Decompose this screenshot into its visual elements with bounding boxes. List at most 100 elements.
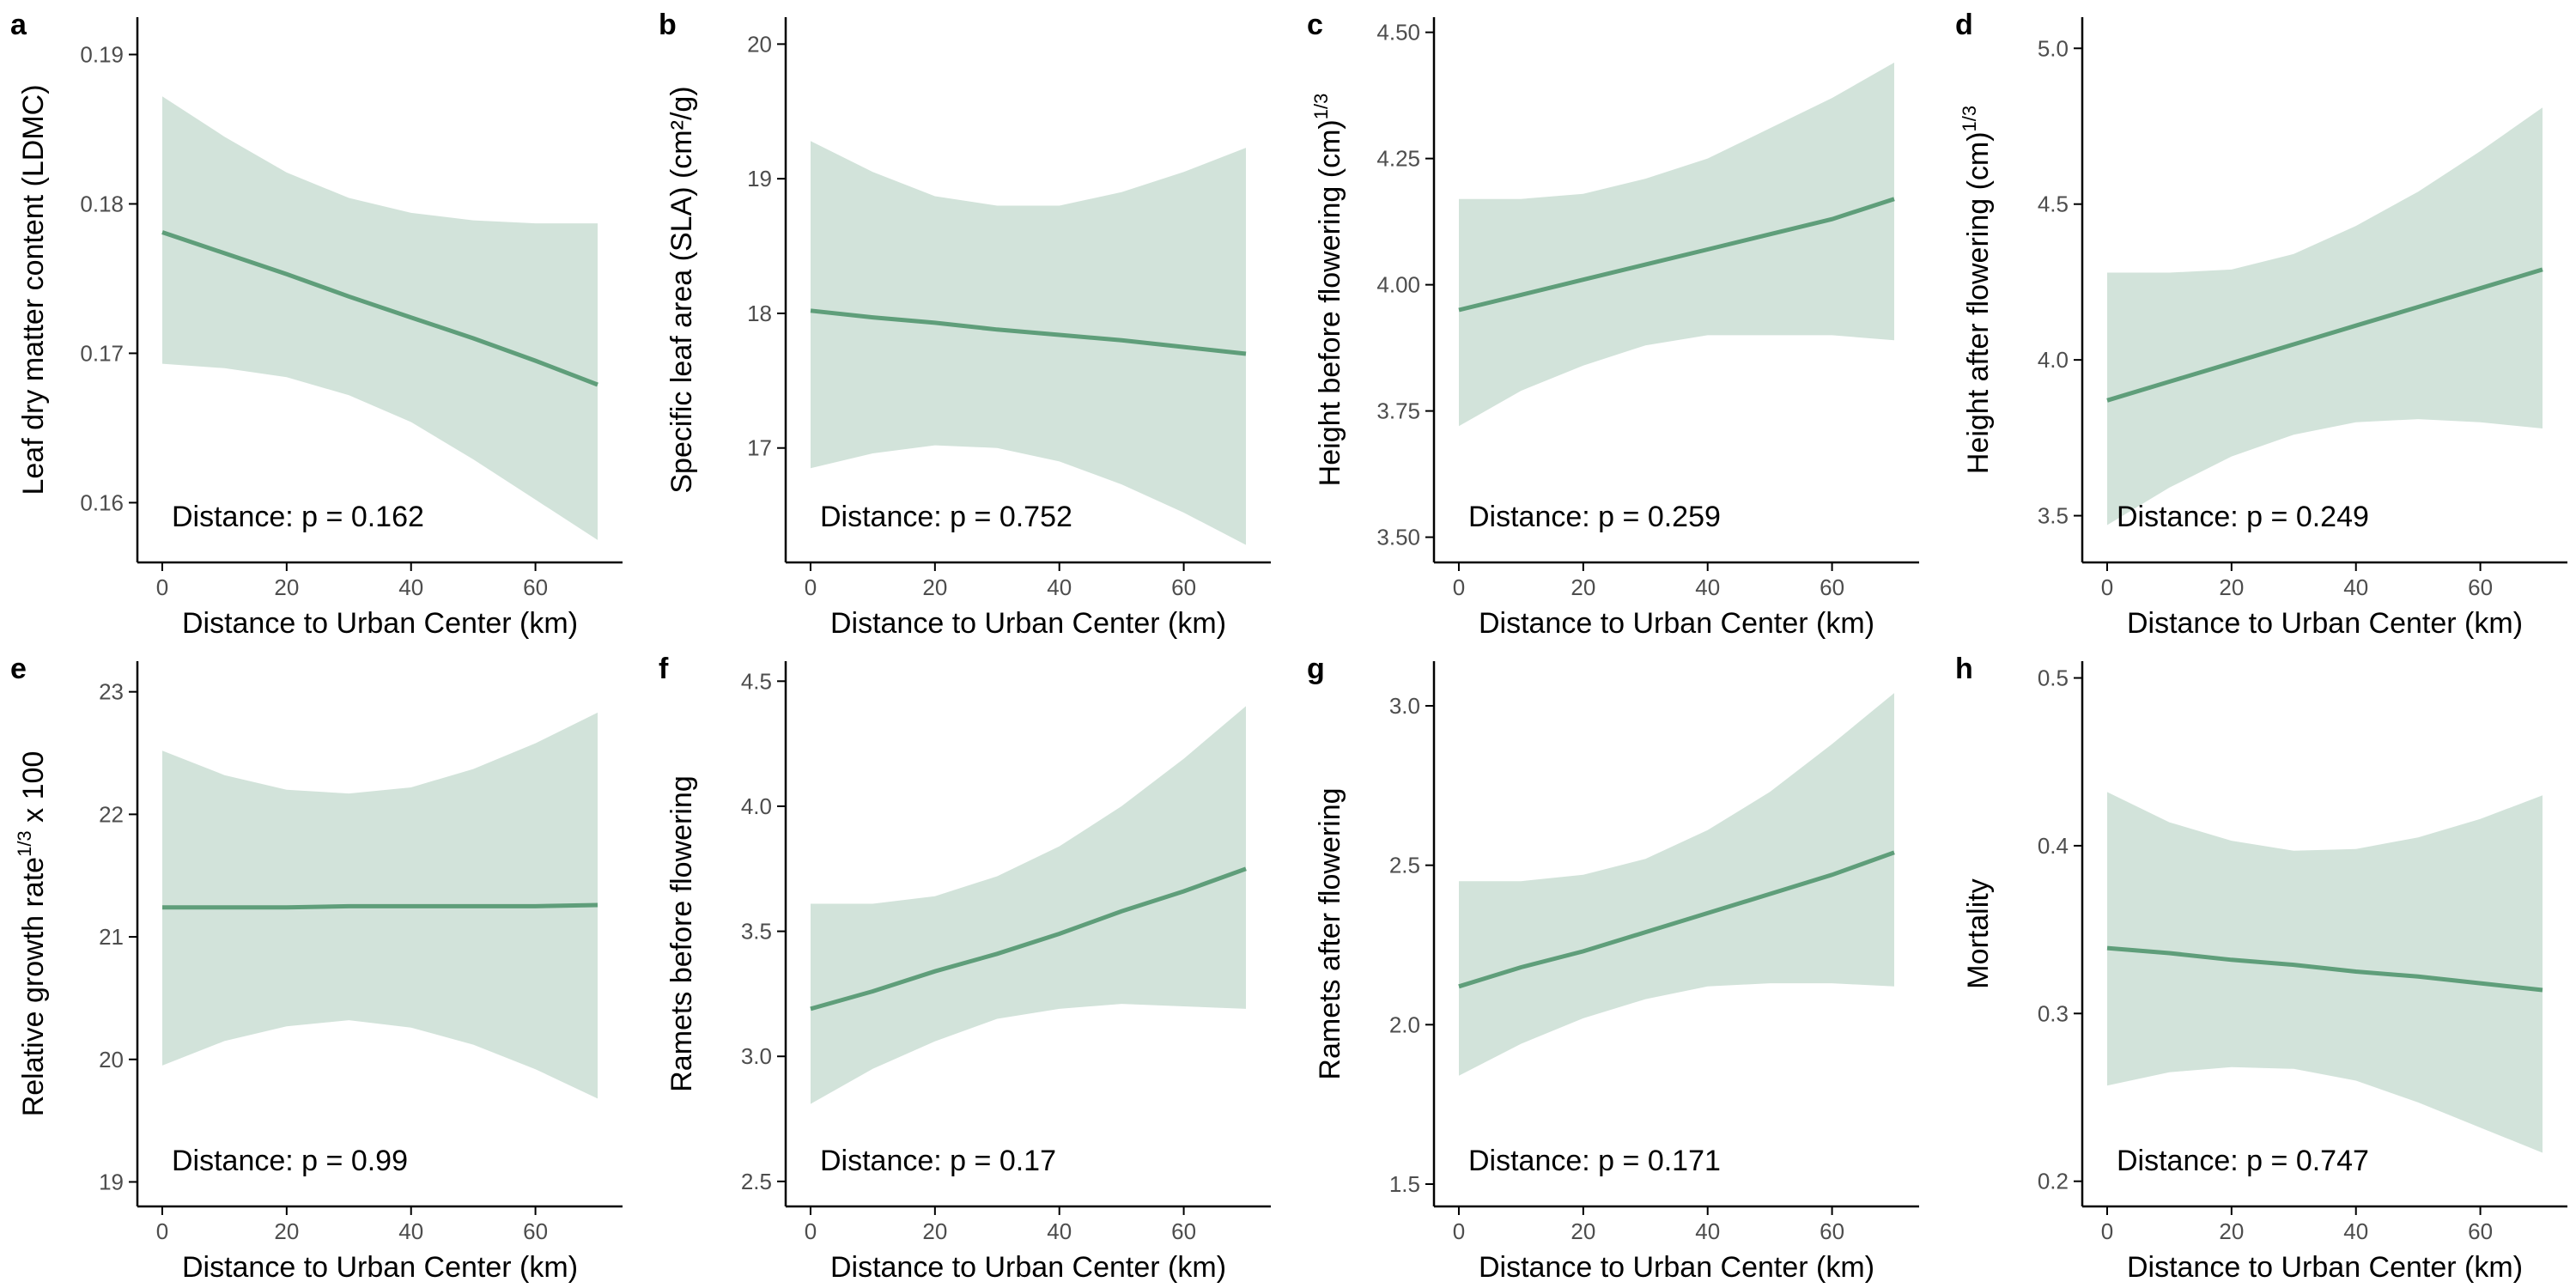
x-tick-label: 20 bbox=[2219, 574, 2244, 600]
panel-label: f bbox=[659, 653, 669, 685]
confidence-band bbox=[811, 706, 1246, 1104]
panel-label: e bbox=[10, 653, 27, 685]
x-tick-label: 40 bbox=[1695, 1218, 1720, 1244]
p-value-annotation: Distance: p = 0.162 bbox=[172, 501, 424, 533]
x-tick-label: 0 bbox=[156, 574, 168, 600]
x-tick-label: 60 bbox=[523, 574, 548, 600]
panel-label: b bbox=[659, 9, 677, 41]
y-tick-label: 20 bbox=[99, 1047, 124, 1072]
y-axis-label: Ramets after flowering bbox=[1314, 787, 1346, 1079]
x-tick-label: 20 bbox=[2219, 1218, 2244, 1244]
y-tick-label: 22 bbox=[99, 801, 124, 827]
panel-g: 0 20 40 60 1.5 2.0 2.5 3.0 Distance to Urban Cen… bbox=[1307, 653, 1919, 1284]
confidence-band bbox=[1459, 693, 1894, 1076]
x-tick-label: 0 bbox=[156, 1218, 168, 1244]
y-tick-label: 20 bbox=[747, 31, 772, 57]
panel-a: 0 20 40 60 0.16 0.17 0.18 0.19 Distance to Urban… bbox=[10, 9, 623, 640]
y-axis-label: Height before flowering (cm)1/3 bbox=[1310, 94, 1346, 487]
y-tick-label: 3.5 bbox=[741, 919, 772, 945]
confidence-band bbox=[811, 141, 1246, 545]
y-tick-label: 0.5 bbox=[2038, 665, 2069, 691]
y-tick-label: 19 bbox=[747, 166, 772, 191]
x-tick-label: 40 bbox=[2343, 574, 2368, 600]
x-tick-label: 60 bbox=[523, 1218, 548, 1244]
y-tick-label: 4.5 bbox=[2038, 191, 2069, 217]
confidence-band bbox=[2107, 792, 2543, 1153]
x-tick-label: 60 bbox=[2468, 574, 2493, 600]
p-value-annotation: Distance: p = 0.752 bbox=[820, 501, 1072, 533]
y-tick-label: 4.00 bbox=[1376, 272, 1420, 298]
x-tick-label: 20 bbox=[274, 574, 299, 600]
y-axis-label: Mortality bbox=[1962, 878, 1995, 988]
x-tick-label: 40 bbox=[1695, 574, 1720, 600]
panel-d: 0 20 40 60 3.5 4.0 4.5 5.0 Distance to Urban Cen… bbox=[1955, 9, 2567, 640]
p-value-annotation: Distance: p = 0.259 bbox=[1468, 501, 1721, 533]
panel-e: 0 20 40 60 19 20 21 22 23 Distance to Urban Cente… bbox=[10, 653, 623, 1284]
x-tick-label: 20 bbox=[1571, 1218, 1595, 1244]
x-tick-label: 40 bbox=[2343, 1218, 2368, 1244]
p-value-annotation: Distance: p = 0.99 bbox=[172, 1145, 408, 1177]
fit-line bbox=[162, 902, 598, 910]
y-axis-label: Specific leaf area (SLA) (cm²/g) bbox=[665, 86, 698, 493]
y-tick-label: 4.0 bbox=[741, 793, 772, 819]
panel-c: 0 20 40 60 3.50 3.75 4.00 4.25 4.50 Distance to U… bbox=[1307, 9, 1919, 640]
panel-label: h bbox=[1955, 653, 1973, 685]
confidence-band bbox=[2107, 107, 2543, 526]
x-tick-label: 20 bbox=[274, 1218, 299, 1244]
x-tick-label: 0 bbox=[1453, 1218, 1465, 1244]
y-tick-label: 4.50 bbox=[1376, 20, 1420, 46]
fit-line bbox=[2106, 267, 2543, 403]
panel-label: g bbox=[1307, 653, 1325, 685]
y-tick-label: 4.0 bbox=[2038, 347, 2069, 373]
y-tick-label: 2.0 bbox=[1389, 1012, 1420, 1037]
y-tick-label: 5.0 bbox=[2038, 35, 2069, 61]
y-axis-label: Relative growth rate1/3 x 100 bbox=[14, 751, 50, 1117]
x-tick-label: 0 bbox=[1453, 574, 1465, 600]
y-tick-label: 3.5 bbox=[2038, 503, 2069, 529]
y-tick-label: 21 bbox=[99, 924, 124, 950]
x-tick-label: 60 bbox=[2468, 1218, 2493, 1244]
panel-label: d bbox=[1955, 9, 1973, 41]
x-tick-label: 0 bbox=[2101, 574, 2113, 600]
x-tick-label: 60 bbox=[1171, 1218, 1196, 1244]
confidence-band bbox=[162, 96, 598, 540]
x-tick-label: 60 bbox=[1820, 574, 1844, 600]
y-tick-label: 0.4 bbox=[2038, 833, 2069, 859]
y-tick-label: 17 bbox=[747, 435, 772, 461]
y-tick-label: 1.5 bbox=[1389, 1171, 1420, 1197]
x-tick-label: 0 bbox=[805, 1218, 817, 1244]
y-tick-label: 4.25 bbox=[1376, 146, 1420, 172]
panel-b: 0 20 40 60 17 18 19 20 Distance to Urban Center … bbox=[659, 9, 1271, 640]
panel-label: c bbox=[1307, 9, 1323, 41]
y-tick-label: 18 bbox=[747, 301, 772, 326]
fit-line bbox=[810, 866, 1247, 1012]
y-tick-label: 0.3 bbox=[2038, 1000, 2069, 1026]
x-axis-label: Distance to Urban Center (km) bbox=[1479, 1251, 1874, 1284]
p-value-annotation: Distance: p = 0.747 bbox=[2117, 1145, 2369, 1177]
y-tick-label: 3.0 bbox=[1389, 693, 1420, 719]
x-tick-label: 20 bbox=[1571, 574, 1595, 600]
x-axis-label: Distance to Urban Center (km) bbox=[182, 607, 578, 640]
x-tick-label: 20 bbox=[922, 574, 947, 600]
x-axis-label: Distance to Urban Center (km) bbox=[182, 1251, 578, 1284]
y-tick-label: 0.18 bbox=[80, 191, 124, 216]
p-value-annotation: Distance: p = 0.17 bbox=[820, 1145, 1056, 1177]
x-tick-label: 40 bbox=[398, 1218, 423, 1244]
y-tick-label: 0.19 bbox=[80, 41, 124, 67]
y-tick-label: 3.50 bbox=[1376, 525, 1420, 550]
p-value-annotation: Distance: p = 0.249 bbox=[2117, 501, 2369, 533]
x-axis-label: Distance to Urban Center (km) bbox=[2127, 607, 2523, 640]
y-axis-label: Leaf dry matter content (LDMC) bbox=[17, 84, 50, 495]
y-tick-label: 0.16 bbox=[80, 489, 124, 515]
fit-line bbox=[161, 230, 598, 387]
panel-label: a bbox=[10, 9, 27, 41]
x-tick-label: 60 bbox=[1171, 574, 1196, 600]
x-tick-label: 40 bbox=[1047, 574, 1072, 600]
x-tick-label: 40 bbox=[398, 574, 423, 600]
y-tick-label: 4.5 bbox=[741, 668, 772, 694]
fit-line bbox=[1458, 197, 1895, 313]
confidence-band bbox=[1459, 62, 1894, 427]
y-tick-label: 3.0 bbox=[741, 1043, 772, 1069]
fit-line bbox=[1458, 850, 1895, 989]
